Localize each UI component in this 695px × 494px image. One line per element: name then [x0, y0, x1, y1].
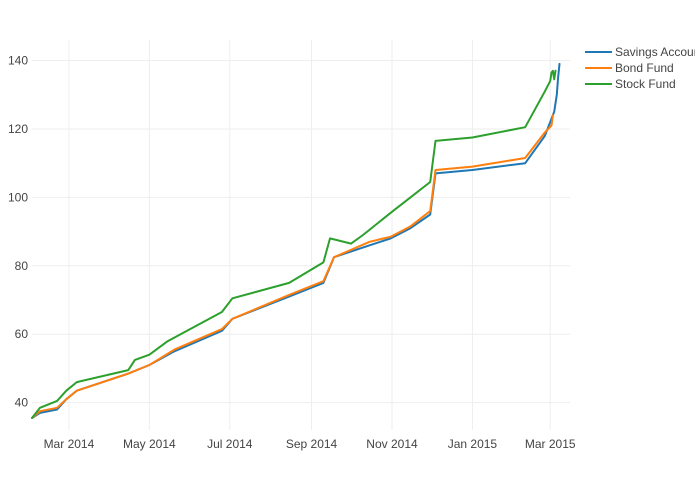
- x-axis-tick-labels: Mar 2014 May 2014 Jul 2014 Sep 2014 Nov 2014…: [44, 437, 576, 451]
- x-tick-label: Mar 2015: [525, 437, 576, 451]
- legend-item-savings-account[interactable]: Savings Account: [585, 45, 695, 59]
- y-tick-label: 80: [15, 259, 29, 273]
- y-tick-label: 60: [15, 327, 29, 341]
- x-tick-label: Jul 2014: [207, 437, 253, 451]
- y-tick-label: 100: [8, 190, 28, 204]
- x-tick-label: Jan 2015: [448, 437, 498, 451]
- series-line-stock-fund: [31, 69, 557, 419]
- legend-label: Stock Fund: [615, 77, 676, 91]
- y-tick-label: 120: [8, 122, 28, 136]
- legend[interactable]: Savings Account Bond Fund Stock Fund: [585, 45, 695, 91]
- legend-label: Savings Account: [615, 45, 695, 59]
- y-gridlines: [32, 60, 570, 404]
- legend-item-stock-fund[interactable]: Stock Fund: [585, 77, 676, 91]
- series-line-bond-fund: [31, 114, 554, 419]
- y-tick-label: 140: [8, 54, 28, 68]
- legend-label: Bond Fund: [615, 61, 674, 75]
- legend-item-bond-fund[interactable]: Bond Fund: [585, 61, 674, 75]
- y-axis-tick-labels: 40 60 80 100 120 140: [8, 54, 28, 410]
- x-tick-label: Mar 2014: [44, 437, 95, 451]
- y-tick-label: 40: [15, 396, 29, 410]
- x-tick-label: May 2014: [123, 437, 176, 451]
- x-tick-label: Sep 2014: [286, 437, 338, 451]
- x-tick-label: Nov 2014: [366, 437, 418, 451]
- x-gridlines: [68, 40, 551, 430]
- series-lines: [31, 62, 561, 419]
